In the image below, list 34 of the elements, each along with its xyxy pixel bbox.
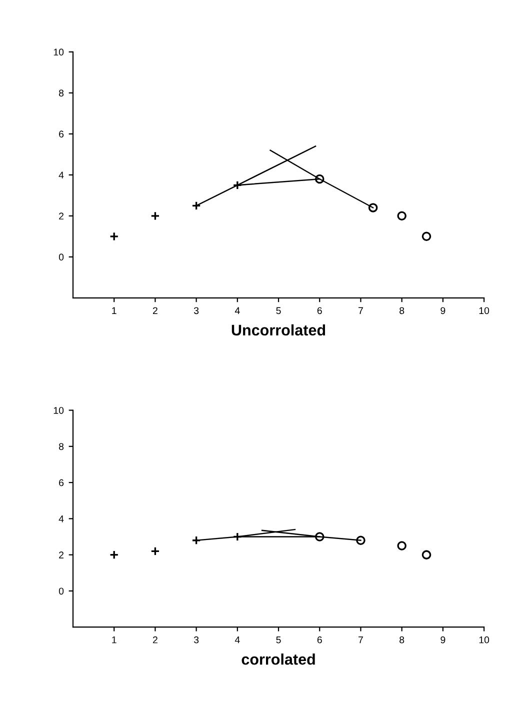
y-tick-label: 6	[59, 130, 64, 138]
x-tick-label: 5	[276, 307, 281, 314]
x-tick-label: 1	[112, 307, 116, 314]
y-tick-label: 4	[58, 172, 64, 178]
y-tick-label: 4	[58, 516, 64, 522]
y-tick-label: 10	[54, 48, 64, 56]
x-tick-label: 6	[317, 636, 322, 644]
x-tick-label: 4	[234, 636, 240, 644]
x-tick-label: 9	[440, 307, 446, 314]
y-tick-label: 6	[59, 479, 64, 486]
x-tick-label: 2	[152, 636, 158, 644]
x-tick-label: 9	[440, 636, 446, 644]
x-tick-label: 6	[317, 307, 322, 314]
x-tick-label: 1	[112, 636, 116, 644]
x-tick-label: 7	[358, 636, 363, 644]
x-tick-label: 5	[276, 636, 281, 644]
y-tick-label: 0	[58, 254, 64, 261]
x-tick-label: 8	[400, 636, 404, 644]
x-tick-label: 2	[152, 307, 158, 314]
y-tick-label: 10	[54, 406, 64, 414]
x-tick-label: 10	[479, 307, 490, 314]
y-tick-label: 0	[58, 588, 64, 595]
y-tick-label: 2	[59, 212, 64, 220]
x-axis-title: corrolated	[242, 654, 315, 665]
x-tick-label: 3	[194, 307, 199, 314]
x-tick-label: 3	[194, 636, 199, 644]
x-axis-title: Uncorrolated	[232, 324, 326, 336]
y-tick-label: 8	[58, 90, 64, 97]
y-tick-label: 8	[58, 443, 64, 450]
x-tick-label: 7	[358, 307, 363, 314]
y-tick-label: 2	[59, 552, 64, 558]
x-tick-label: 10	[479, 636, 490, 644]
x-tick-label: 4	[234, 307, 240, 314]
x-tick-label: 8	[400, 307, 404, 314]
